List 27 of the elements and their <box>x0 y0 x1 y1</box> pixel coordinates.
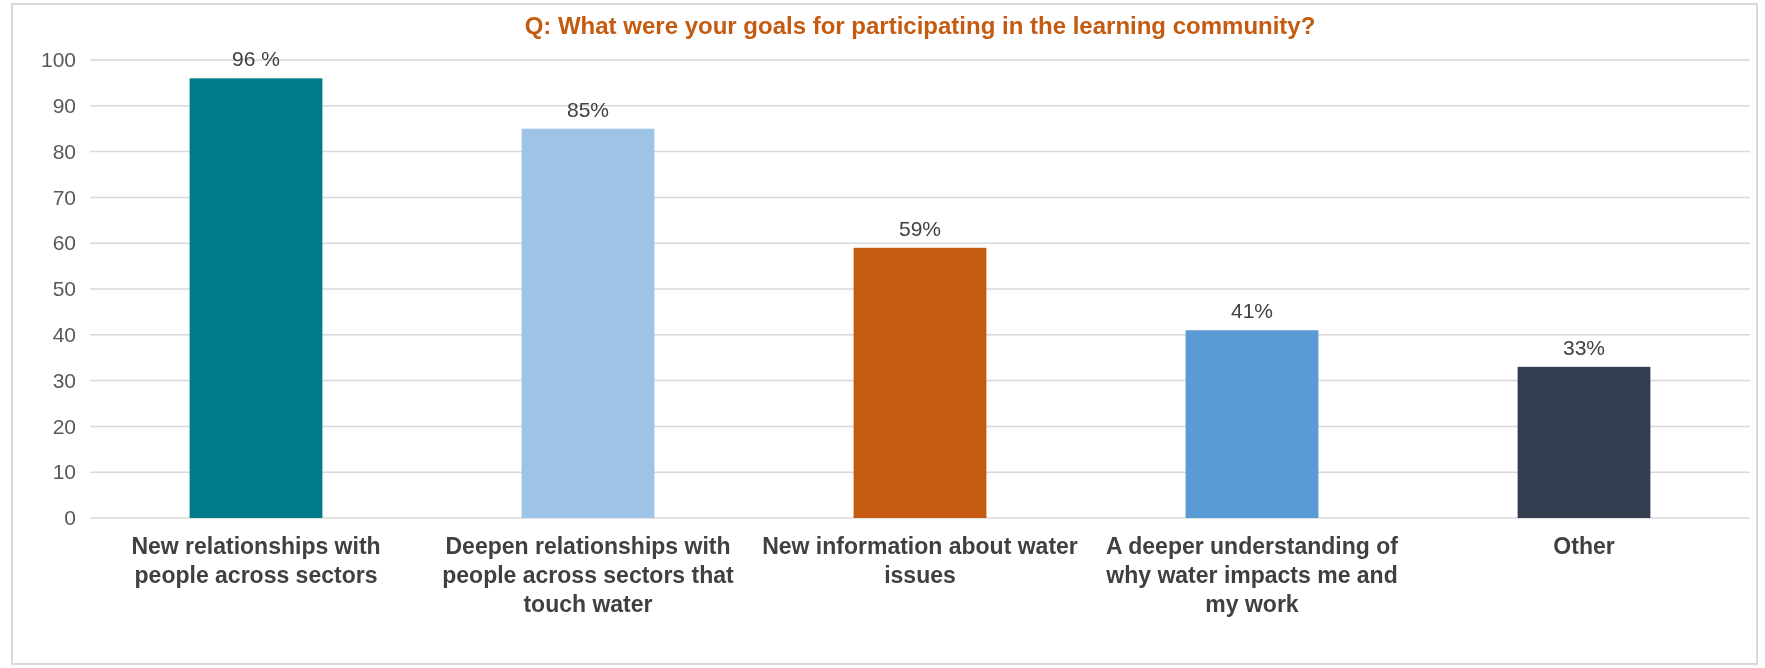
y-tick-label: 100 <box>40 48 76 72</box>
y-tick-label: 0 <box>64 506 76 530</box>
bar <box>1185 330 1319 518</box>
y-tick-label: 80 <box>52 139 76 163</box>
data-label: 85% <box>566 97 610 121</box>
y-tick-label: 90 <box>52 94 76 118</box>
bar <box>1517 366 1651 518</box>
x-tick-label: New relationships with people across sectors <box>131 533 381 588</box>
data-label: 96 % <box>232 47 280 71</box>
x-tick-label: New information about water issues <box>762 533 1078 588</box>
y-tick-label: 40 <box>52 323 76 347</box>
data-label: 41% <box>1230 299 1274 323</box>
y-tick-label: 70 <box>52 185 76 209</box>
y-tick-label: 30 <box>52 368 76 392</box>
data-label: 33% <box>1562 335 1606 359</box>
y-tick-label: 60 <box>52 231 76 255</box>
chart-title: Q: What were your goals for participating in the learning community? <box>524 12 1316 39</box>
y-tick-label: 50 <box>52 277 76 301</box>
bar <box>521 128 655 518</box>
x-tick-label: Deepen relationships with people across sectors that touch water <box>442 533 735 617</box>
data-label: 59% <box>898 216 942 240</box>
bar <box>853 247 987 518</box>
bar <box>189 78 323 518</box>
x-tick-label: Other <box>1553 533 1615 559</box>
x-tick-label: A deeper understanding of why water impacts me and my work <box>1105 533 1399 617</box>
y-tick-label: 20 <box>52 414 76 438</box>
y-tick-label: 10 <box>52 460 76 484</box>
